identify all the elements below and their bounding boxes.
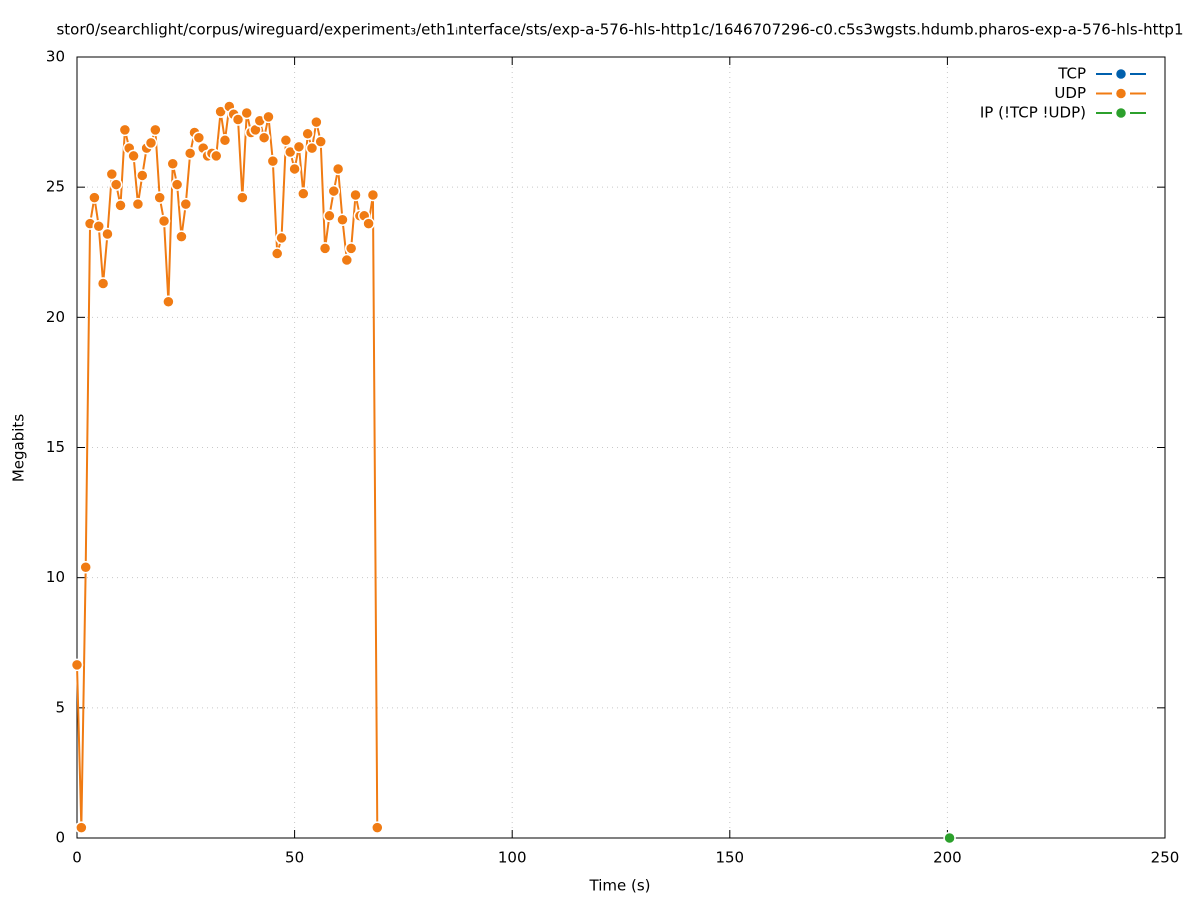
data-point — [109, 178, 123, 191]
data-point — [210, 149, 223, 163]
data-point — [175, 230, 188, 243]
x-axis-label: Time (s) — [589, 877, 651, 895]
data-point — [349, 188, 362, 202]
x-tick-label: 0 — [72, 849, 82, 867]
data-point — [153, 191, 166, 204]
data-point — [310, 115, 323, 129]
data-point — [149, 123, 162, 137]
legend-swatch — [1114, 106, 1128, 120]
y-tick-label: 20 — [46, 308, 65, 326]
plot-frame — [76, 56, 1166, 839]
data-point — [192, 131, 206, 144]
data-point — [88, 191, 101, 204]
y-tick-label: 5 — [55, 698, 65, 716]
data-point — [127, 149, 140, 163]
data-point — [96, 277, 110, 290]
data-point — [114, 199, 127, 212]
data-point — [318, 242, 332, 255]
data-point — [231, 113, 245, 126]
data-point — [297, 187, 310, 200]
data-point — [340, 253, 354, 267]
data-point — [279, 134, 293, 147]
data-point — [262, 110, 275, 124]
x-tick-label: 250 — [1151, 849, 1180, 867]
data-point — [166, 157, 179, 170]
data-point — [170, 178, 184, 191]
legend-label: IP (!TCP !UDP) — [980, 104, 1086, 122]
data-point — [92, 219, 106, 233]
data-point — [288, 162, 301, 176]
data-point — [79, 561, 92, 574]
x-tick-label: 150 — [715, 849, 744, 867]
y-axis-label: Megabits — [10, 414, 28, 482]
data-point — [305, 141, 319, 155]
data-point — [162, 295, 175, 308]
series-line — [76, 103, 379, 828]
data-point — [943, 831, 956, 845]
legend-label: UDP — [1054, 84, 1086, 102]
data-point — [275, 231, 288, 245]
x-tick-label: 100 — [498, 849, 527, 867]
data-point — [236, 191, 249, 204]
data-point — [270, 247, 284, 260]
data-point — [327, 184, 341, 198]
data-point — [323, 209, 336, 223]
data-point — [70, 658, 84, 672]
legend-label: TCP — [1057, 65, 1086, 83]
data-point — [344, 242, 358, 255]
data-point — [218, 134, 232, 147]
data-point — [366, 188, 380, 202]
data-point — [257, 131, 271, 144]
data-point — [131, 197, 145, 211]
data-point — [266, 154, 280, 168]
y-tick-label: 0 — [55, 829, 65, 847]
data-point — [136, 169, 149, 182]
data-point — [179, 197, 193, 211]
data-point — [183, 147, 197, 160]
y-tick-label: 10 — [46, 568, 65, 586]
chart-title: stor0/searchlight/corpus/wireguard/exper… — [56, 21, 1183, 39]
legend-swatch — [1114, 87, 1128, 100]
data-point — [301, 127, 314, 141]
data-point — [292, 140, 306, 154]
data-point — [336, 213, 349, 226]
data-point — [157, 214, 171, 228]
y-tick-label: 30 — [46, 48, 65, 66]
x-tick-label: 200 — [933, 849, 962, 867]
data-point — [118, 123, 132, 137]
data-point — [314, 135, 327, 148]
data-point — [144, 136, 158, 150]
data-point — [371, 821, 384, 834]
data-point — [75, 821, 88, 834]
y-tick-label: 25 — [46, 178, 65, 196]
data-point — [105, 167, 119, 181]
data-point — [240, 106, 253, 120]
y-tick-label: 15 — [46, 438, 65, 456]
legend-swatch — [1114, 67, 1128, 81]
x-tick-label: 50 — [285, 849, 304, 867]
data-point — [362, 217, 375, 230]
data-point — [331, 162, 345, 176]
data-point — [101, 227, 114, 241]
